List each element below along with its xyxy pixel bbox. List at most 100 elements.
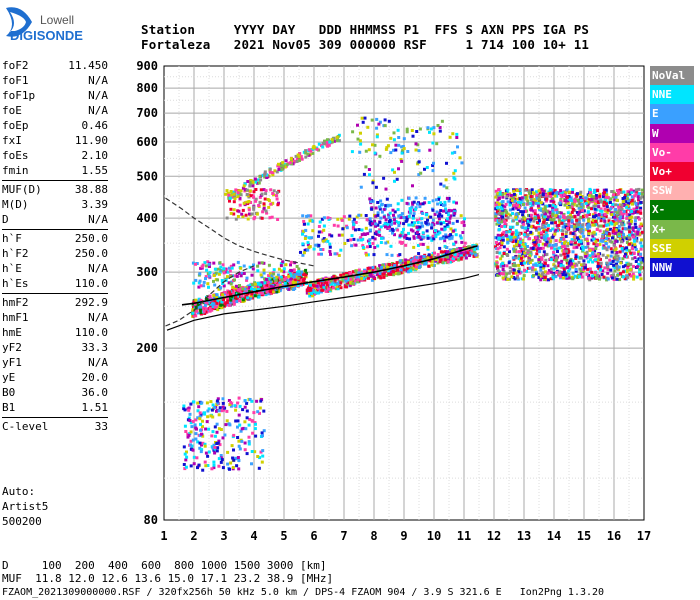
echo-point — [397, 272, 401, 276]
echo-point — [523, 268, 526, 272]
param-row: hmE 110.0 — [2, 325, 108, 340]
echo-point — [546, 244, 550, 248]
echo-point — [635, 206, 639, 210]
echo-point — [185, 455, 189, 459]
x-tick-label: 9 — [400, 529, 407, 543]
echo-point — [248, 189, 252, 193]
echo-point — [298, 152, 302, 156]
echo-point — [567, 219, 571, 223]
header-value-6 — [435, 37, 466, 52]
echo-point — [599, 224, 603, 228]
echo-point — [535, 228, 538, 232]
echo-point — [594, 240, 598, 244]
echo-point — [225, 409, 229, 413]
echo-point — [551, 244, 555, 247]
echo-point — [547, 223, 550, 227]
echo-point — [533, 212, 537, 216]
echo-point — [619, 230, 623, 234]
echo-point — [239, 274, 243, 278]
echo-point — [593, 190, 597, 194]
echo-point — [532, 198, 536, 202]
echo-point — [197, 463, 201, 467]
echo-point — [554, 239, 558, 243]
echo-point — [367, 168, 371, 171]
echo-point — [618, 237, 622, 241]
echo-point — [634, 248, 638, 251]
echo-point — [369, 200, 373, 204]
header-value-2: Nov05 — [272, 37, 319, 52]
echo-point — [626, 192, 630, 196]
echo-point — [630, 202, 634, 206]
echo-point — [254, 180, 257, 184]
echo-point — [197, 303, 201, 307]
echo-point — [411, 184, 414, 188]
echo-point — [562, 267, 566, 271]
echo-point — [424, 260, 428, 264]
echo-point — [235, 274, 239, 278]
echo-point — [551, 205, 555, 209]
echo-point — [579, 204, 583, 208]
echo-point — [343, 242, 347, 245]
echo-point — [378, 120, 382, 124]
echo-point — [548, 211, 552, 215]
echo-point — [275, 197, 279, 201]
header-label-4: HHMMSS — [349, 22, 404, 37]
echo-point — [518, 219, 522, 223]
footer-distance: D 100 200 400 600 800 1000 1500 3000 [km… — [2, 559, 327, 572]
echo-point — [269, 188, 273, 192]
echo-point — [247, 208, 251, 212]
echo-point — [232, 297, 236, 301]
echo-point — [392, 273, 396, 277]
echo-point — [229, 298, 233, 302]
echo-point — [389, 151, 393, 155]
echo-point — [208, 309, 212, 313]
y-tick-label: 800 — [136, 81, 158, 95]
echo-point — [565, 223, 569, 227]
echo-point — [511, 207, 515, 211]
echo-point — [601, 235, 605, 239]
echo-point — [632, 207, 636, 211]
echo-point — [349, 238, 353, 242]
echo-point — [187, 408, 191, 412]
echo-point — [462, 220, 466, 224]
echo-point — [623, 193, 627, 197]
echo-point — [445, 219, 448, 222]
echo-point — [382, 272, 386, 276]
echo-point — [213, 434, 217, 438]
parameter-panel: foF2 11.450 foF1 N/A foF1p N/A foE N/A foEp 0.46 f… — [2, 58, 108, 434]
echo-point — [229, 404, 233, 408]
echo-point — [455, 136, 459, 139]
echo-point — [264, 286, 267, 290]
echo-point — [330, 234, 334, 238]
echo-point — [551, 227, 555, 231]
dashed-lower-line — [165, 265, 255, 327]
echo-point — [249, 283, 253, 287]
echo-point — [577, 273, 581, 277]
echo-point — [399, 216, 403, 220]
echo-point — [634, 202, 638, 206]
echo-point — [281, 274, 285, 278]
echo-point — [264, 192, 268, 196]
echo-point — [390, 253, 394, 257]
echo-point — [617, 203, 620, 207]
echo-point — [300, 270, 304, 274]
echo-point — [619, 261, 623, 265]
echo-point — [494, 214, 498, 218]
echo-point — [639, 261, 643, 265]
echo-point — [227, 303, 231, 307]
echo-point — [277, 289, 281, 293]
echo-point — [582, 209, 586, 213]
echo-point — [203, 303, 207, 307]
echo-point — [539, 246, 543, 250]
echo-point — [250, 273, 254, 277]
echo-point — [565, 266, 569, 269]
legend-item-nnw: NNW — [650, 257, 694, 278]
echo-point — [553, 264, 557, 268]
echo-point — [370, 118, 374, 122]
echo-point — [342, 215, 346, 219]
echo-point — [547, 278, 550, 282]
echo-point — [529, 201, 533, 205]
echo-point — [514, 215, 518, 219]
param-row: h`E N/A — [2, 261, 108, 276]
x-tick-label: 17 — [637, 529, 651, 543]
